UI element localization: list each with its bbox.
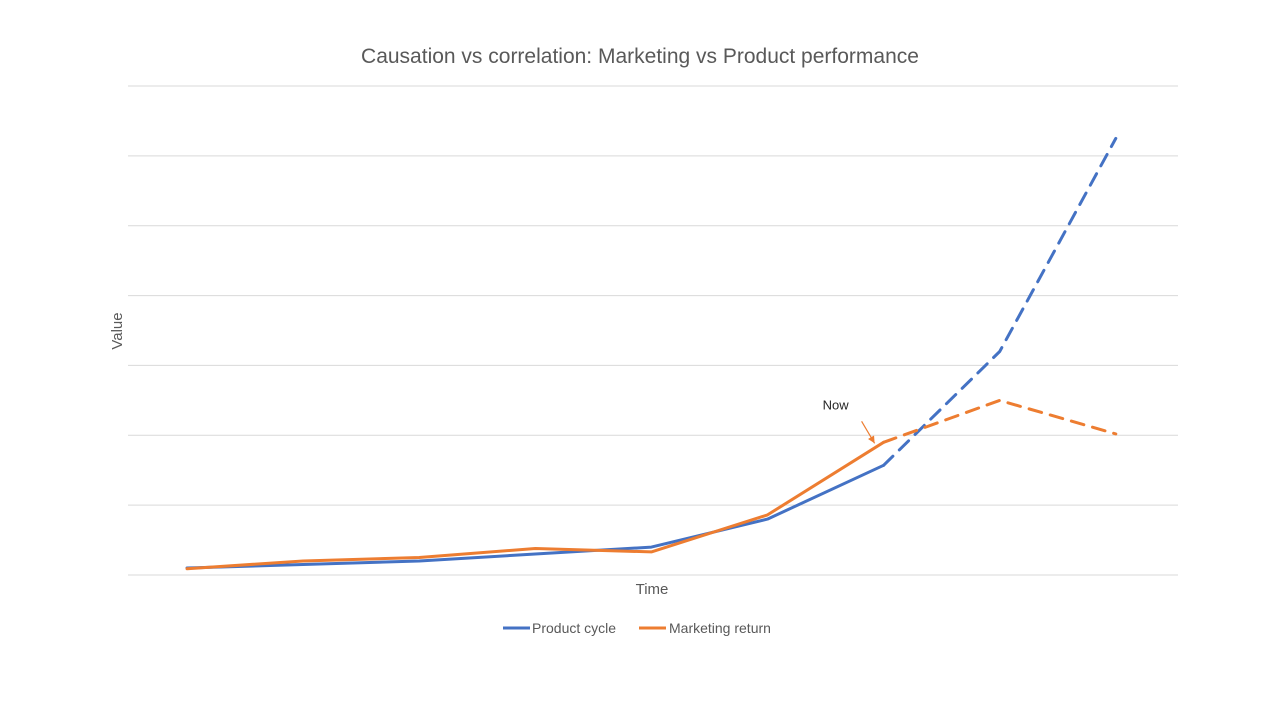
gridlines (128, 85, 1178, 576)
series-layer (185, 136, 1118, 571)
annotation-now-label: Now (823, 397, 850, 412)
legend: Product cycle Marketing return (503, 620, 771, 636)
series-line-product-cycle (185, 463, 886, 570)
x-axis-label: Time (636, 581, 669, 598)
legend-label-product-cycle: Product cycle (532, 620, 616, 636)
y-axis-label: Value (109, 312, 126, 349)
chart-title: Causation vs correlation: Marketing vs P… (361, 45, 919, 68)
annotation-layer: Now (823, 397, 876, 444)
legend-label-marketing-return: Marketing return (669, 620, 771, 636)
series-line-marketing-return-forecast (882, 398, 1118, 444)
series-line-marketing-return (185, 440, 886, 571)
annotation-arrow-head (868, 435, 875, 444)
series-line-product-cycle-forecast (882, 136, 1118, 467)
